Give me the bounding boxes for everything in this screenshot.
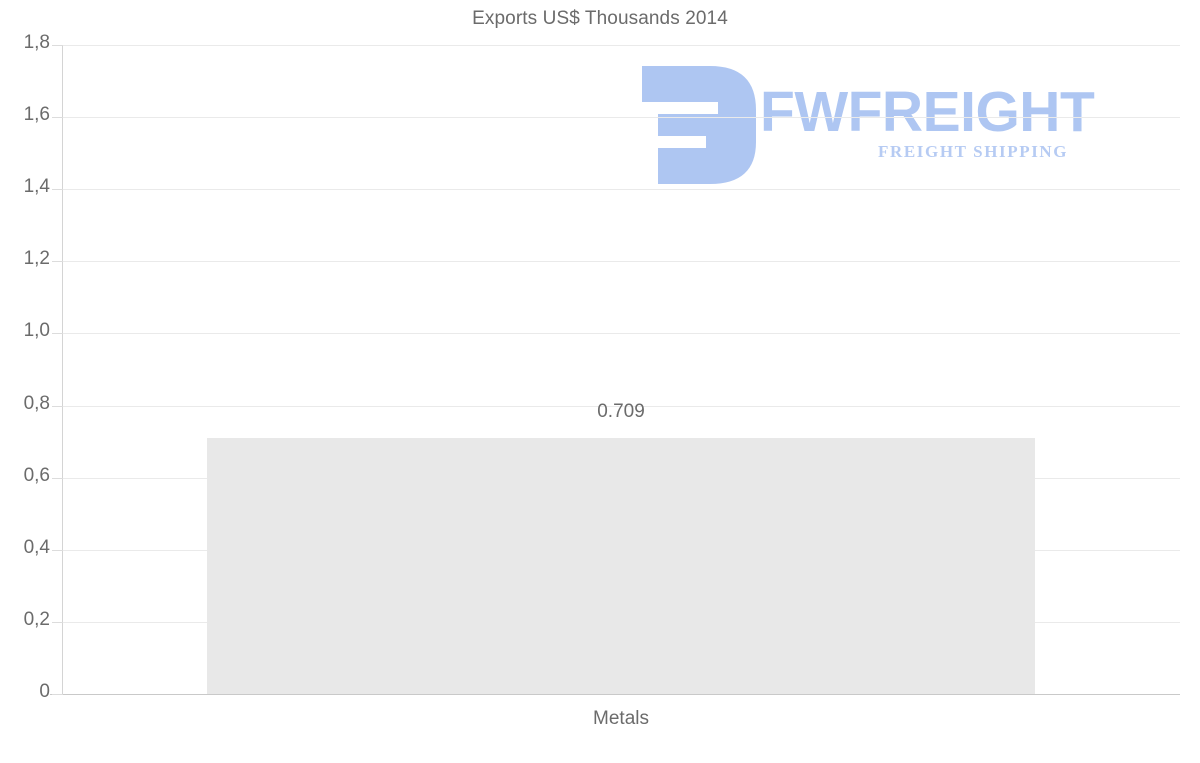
gridline xyxy=(62,405,1180,407)
y-axis-tick xyxy=(52,117,63,119)
bar-value-label: 0.709 xyxy=(597,401,645,423)
y-axis-tick-label: 1,0 xyxy=(23,320,50,342)
y-axis-tick xyxy=(52,189,63,191)
y-axis-tick-label: 0 xyxy=(39,681,50,702)
y-axis-tick xyxy=(52,477,63,479)
bar-metals[interactable] xyxy=(207,438,1035,694)
y-axis-tick-label: 1,8 xyxy=(23,32,50,53)
gridline xyxy=(62,189,1180,191)
y-axis-tick xyxy=(52,549,63,551)
y-axis-tick-label: 0,2 xyxy=(23,608,50,630)
gridline xyxy=(62,261,1180,263)
y-axis-tick xyxy=(52,694,63,695)
y-axis-tick-label: 0,4 xyxy=(23,536,50,558)
y-axis-tick-label: 1,6 xyxy=(23,104,50,126)
y-axis-tick xyxy=(52,333,63,335)
gridline xyxy=(62,333,1180,335)
y-axis-line xyxy=(62,45,63,695)
gridline xyxy=(62,45,1180,46)
chart-title: Exports US$ Thousands 2014 xyxy=(472,8,728,29)
y-axis-tick-label: 0,8 xyxy=(23,392,50,414)
y-axis-tick-label: 1,4 xyxy=(23,176,50,198)
y-axis-tick xyxy=(52,261,63,263)
x-axis-line xyxy=(50,694,1180,695)
y-axis-tick xyxy=(52,621,63,623)
y-axis-tick xyxy=(52,405,63,407)
y-axis-tick-label: 1,2 xyxy=(23,248,50,270)
gridline xyxy=(62,117,1180,119)
y-axis-tick xyxy=(52,45,63,46)
x-axis-category-label: Metals xyxy=(593,708,649,729)
y-axis-tick-label: 0,6 xyxy=(23,464,50,486)
